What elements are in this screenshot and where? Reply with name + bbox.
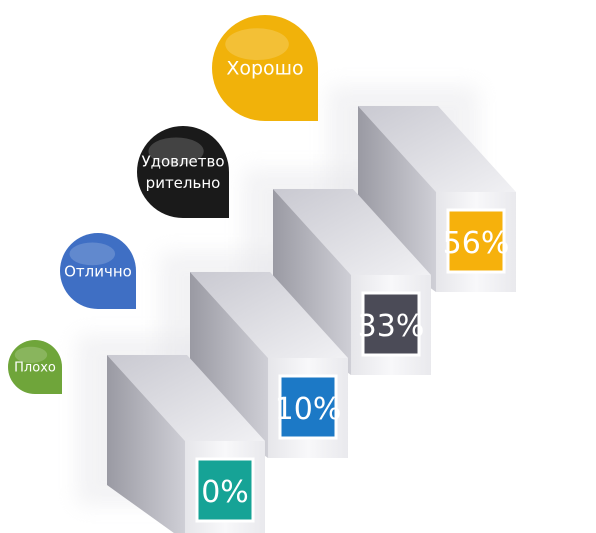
category-label-0: Плохо [14, 361, 56, 376]
category-label-line-2-1: рительно [146, 174, 221, 192]
bubble-highlight-3 [225, 28, 289, 61]
step-top-2 [273, 189, 431, 275]
bubble-highlight-1 [69, 242, 116, 266]
category-bubble-3: Хорошо [212, 15, 318, 121]
step-top-1 [190, 272, 348, 358]
step-0: 0% [107, 355, 265, 533]
category-label-1: Отлично [64, 262, 132, 280]
category-bubble-2: Удовлетво рительно [137, 126, 229, 218]
value-label-1: 10% [275, 392, 342, 427]
steps-group: 56% 33% 10% 0% [107, 106, 516, 533]
bubble-shape-0 [8, 340, 62, 394]
bubble-shape-1 [60, 233, 136, 309]
value-box-2 [361, 291, 421, 357]
category-label-line-3-0: Хорошо [226, 58, 303, 80]
step-top-0 [107, 355, 265, 441]
bubble-highlight-0 [14, 346, 48, 363]
bubbles-group: Плохо Отлично Удовлетво рительно Хорошо [8, 15, 318, 394]
category-label-2: Удовлетво рительно [141, 152, 224, 192]
category-label-line-2-0: Удовлетво [141, 152, 224, 170]
value-label-0: 0% [201, 475, 249, 510]
value-label-2: 33% [358, 309, 425, 344]
category-bubble-1: Отлично [60, 233, 136, 309]
value-box-3 [446, 208, 506, 274]
value-box-0 [195, 457, 255, 523]
step-top-3 [358, 106, 516, 192]
category-label-line-0-0: Плохо [14, 361, 56, 376]
category-label-3: Хорошо [226, 58, 303, 80]
bubble-shape-3 [212, 15, 318, 121]
step-side-0 [107, 355, 185, 533]
bubble-highlight-2 [148, 137, 204, 166]
value-label-3: 56% [443, 226, 510, 261]
category-bubble-0: Плохо [8, 340, 62, 394]
category-label-line-1-0: Отлично [64, 262, 132, 280]
bubble-shape-2 [137, 126, 229, 218]
value-box-1 [278, 374, 338, 440]
